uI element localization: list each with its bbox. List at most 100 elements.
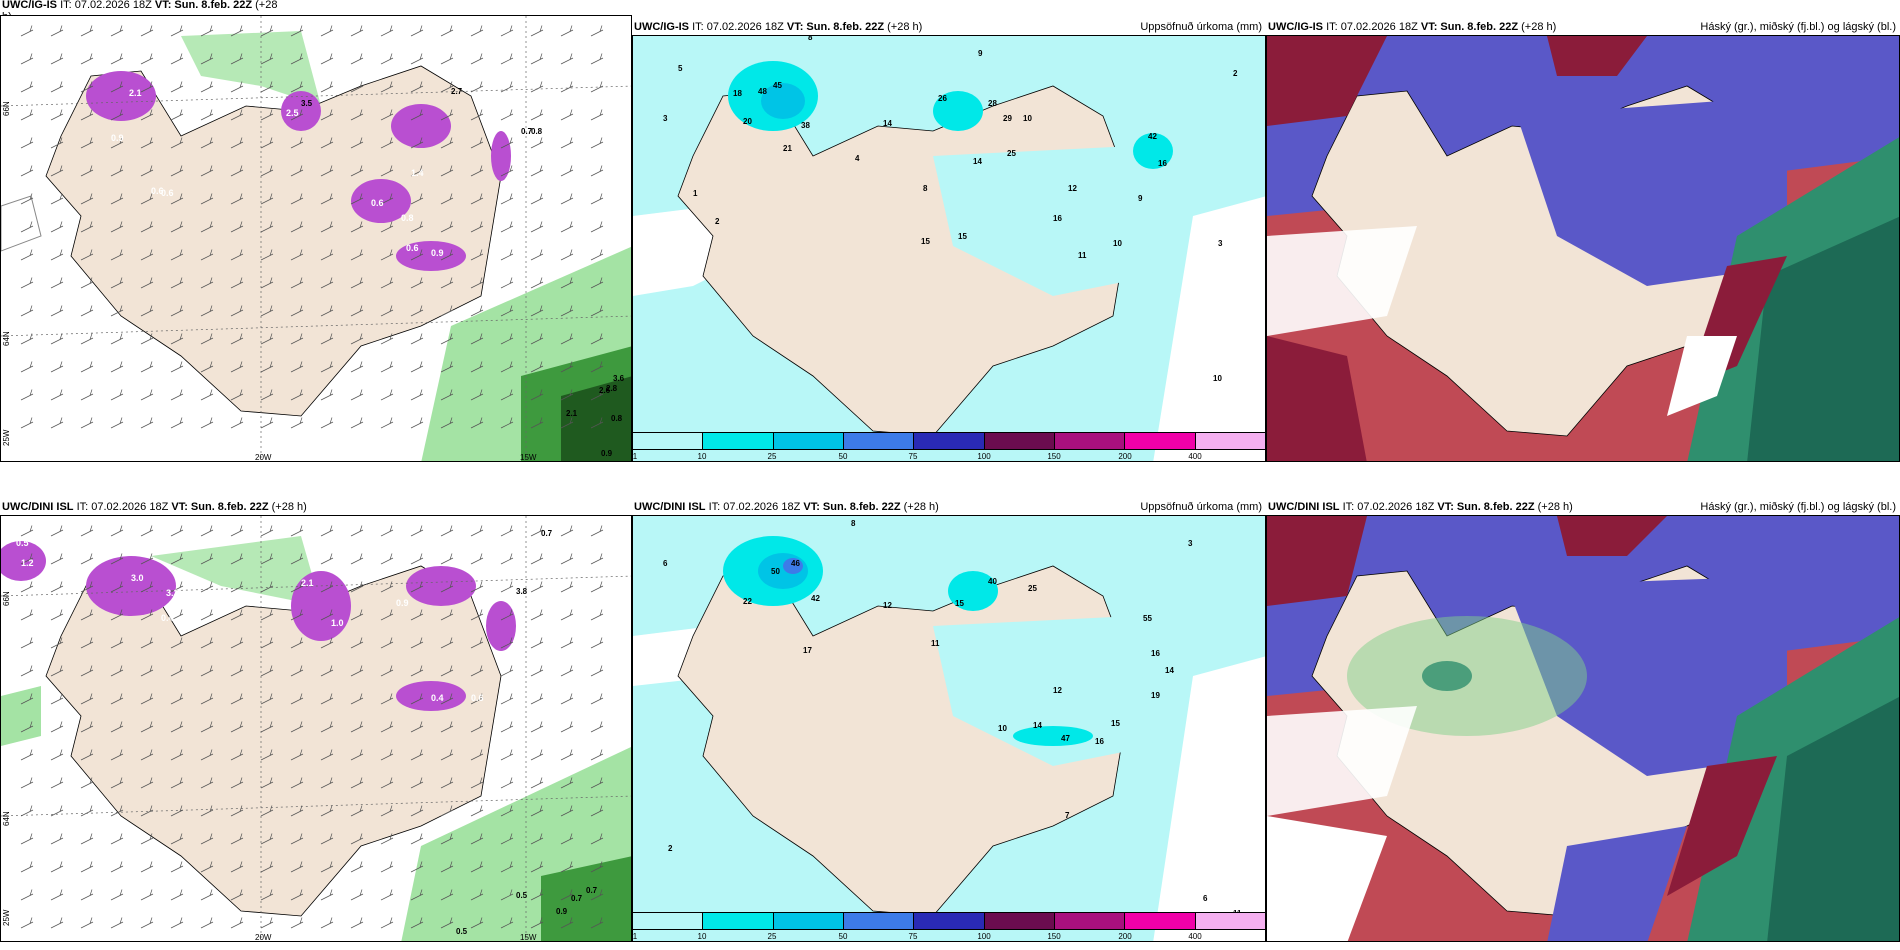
value-label: 9 [978, 49, 983, 58]
precip-legend [632, 432, 1266, 450]
wind-barb [200, 609, 214, 621]
wind-barb [290, 277, 304, 289]
wind-barb [380, 609, 394, 621]
value-label: 0.4 [161, 613, 174, 623]
wind-barb [320, 193, 334, 205]
wind-barb [50, 53, 64, 65]
wind-barb [440, 721, 454, 733]
wind-barb [110, 525, 124, 537]
value-label: 21 [783, 144, 792, 153]
wind-barb [500, 665, 514, 677]
legend-swatch [633, 433, 704, 449]
wind-barb [410, 249, 424, 261]
wind-barb [200, 249, 214, 261]
wind-barb [560, 109, 574, 121]
wind-barb [140, 525, 154, 537]
wind-barb [500, 25, 514, 37]
wind-barb [590, 165, 604, 177]
value-label: 16 [1053, 214, 1062, 223]
wind-barb [200, 553, 214, 565]
wind-barb [110, 305, 124, 317]
wind-barb [230, 721, 244, 733]
wind-barb [320, 81, 334, 93]
wind-barb [380, 417, 394, 429]
wind-barb [80, 25, 94, 37]
value-label: 0.5 [456, 927, 468, 936]
legend-swatch [984, 433, 1055, 449]
wind-barb [380, 109, 394, 121]
wind-barb [440, 333, 454, 345]
wind-barb [530, 609, 544, 621]
wind-barb [500, 525, 514, 537]
wind-barb [380, 25, 394, 37]
wind-barb [260, 389, 274, 401]
wind-barb [530, 749, 544, 761]
panel-title: UWC/DINI ISL IT: 07.02.2026 18Z VT: Sun.… [1268, 501, 1896, 513]
panel-title: UWC/IG-IS IT: 07.02.2026 18Z VT: Sun. 8.… [1268, 21, 1896, 33]
value-label: 0.9 [431, 248, 444, 258]
value-label: 2.8 [606, 384, 618, 393]
wind-barb [290, 525, 304, 537]
wind-barb [110, 777, 124, 789]
wind-barb [200, 361, 214, 373]
wind-barb [470, 193, 484, 205]
wind-barb [530, 553, 544, 565]
wind-barb [590, 805, 604, 817]
value-label: 2 [715, 217, 720, 226]
wind-barb [440, 361, 454, 373]
wind-barb [20, 749, 34, 761]
wind-barb [590, 693, 604, 705]
value-label: 14 [883, 119, 892, 128]
wind-barb [320, 361, 334, 373]
wind-barb [500, 277, 514, 289]
wind-barb [230, 81, 244, 93]
wind-barb [440, 777, 454, 789]
wind-barb [170, 277, 184, 289]
value-label: 0.7 [571, 894, 583, 903]
wind-barb [440, 805, 454, 817]
wind-barb [440, 53, 454, 65]
wind-barb [20, 889, 34, 901]
value-label: 3.2 [166, 588, 179, 598]
value-label: 11 [1078, 251, 1087, 260]
wind-barb [260, 553, 274, 565]
wind-barb [170, 137, 184, 149]
wind-barb [530, 417, 544, 429]
wind-barb [410, 25, 424, 37]
wind-barb [410, 53, 424, 65]
panel-top-right: UWC/IG-IS IT: 07.02.2026 18Z VT: Sun. 8.… [1266, 0, 1900, 470]
wind-barb [260, 305, 274, 317]
wind-barb [350, 805, 364, 817]
wind-barb [200, 637, 214, 649]
wind-barb [350, 109, 364, 121]
wind-barb [170, 609, 184, 621]
wind-barb [80, 81, 94, 93]
value-label: 6 [663, 559, 668, 568]
value-label: 1.4 [411, 168, 424, 178]
wind-barb [470, 277, 484, 289]
wind-barb [320, 721, 334, 733]
wind-barb [530, 889, 544, 901]
wind-barb [200, 81, 214, 93]
wind-barb [80, 833, 94, 845]
wind-barb [440, 193, 454, 205]
wind-barb [560, 665, 574, 677]
wind-barb [530, 109, 544, 121]
value-label: 15 [958, 232, 967, 241]
wind-barb [560, 389, 574, 401]
value-label: 2 [668, 844, 673, 853]
value-label: 8 [808, 36, 813, 42]
value-label: 3 [1188, 539, 1193, 548]
panel-title: UWC/DINI ISL IT: 07.02.2026 18Z VT: Sun.… [634, 501, 1262, 513]
wind-barb [350, 417, 364, 429]
wind-barb [590, 221, 604, 233]
wind-barb [560, 889, 574, 901]
wind-barb [320, 861, 334, 873]
wind-barb [230, 665, 244, 677]
wind-barb [350, 665, 364, 677]
wind-barb [20, 361, 34, 373]
value-label: 1.2 [21, 558, 34, 568]
wind-barb [290, 25, 304, 37]
wind-barb [50, 889, 64, 901]
wind-barb [140, 417, 154, 429]
